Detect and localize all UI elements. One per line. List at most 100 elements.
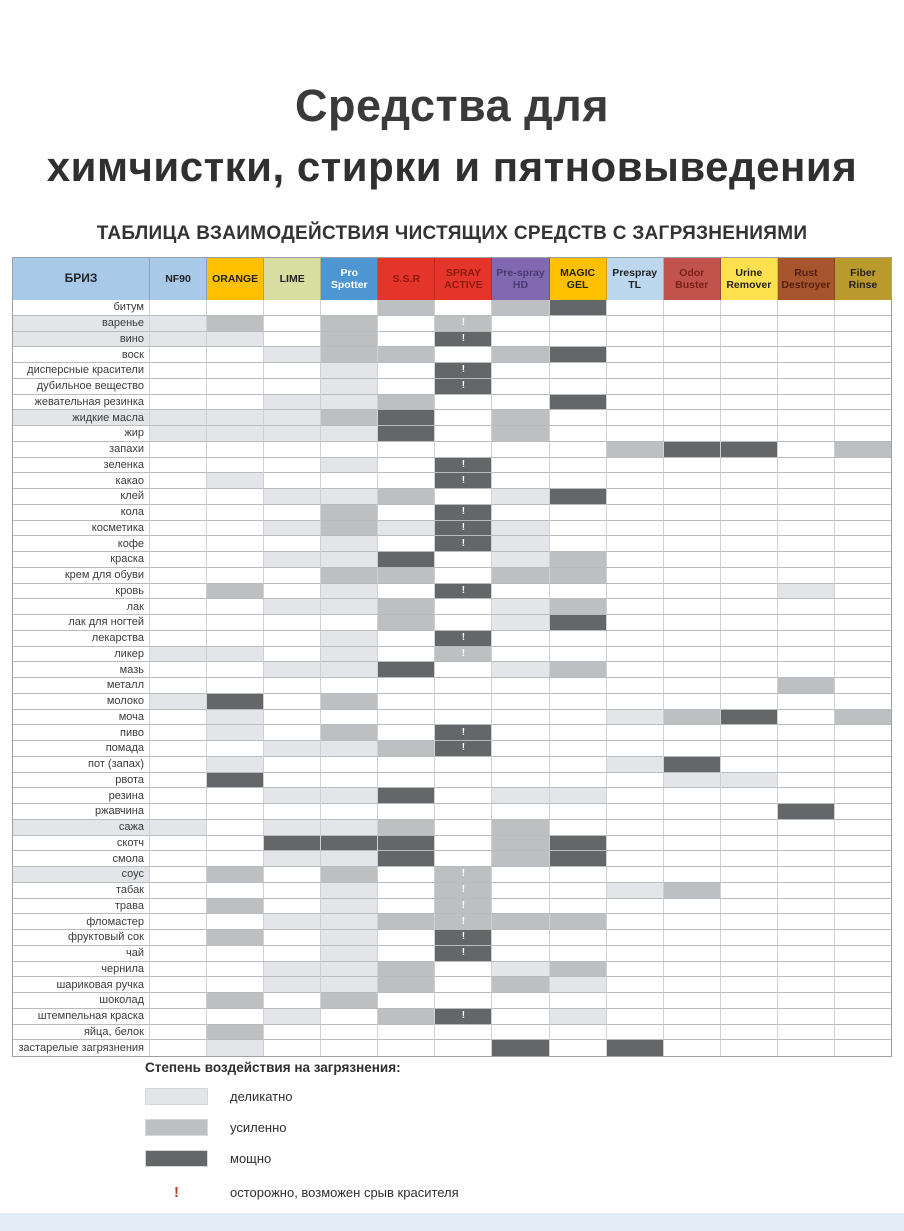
row-label: шариковая ручка: [13, 977, 150, 993]
table-row: зеленка!: [13, 457, 892, 474]
table-cell: [492, 646, 550, 663]
table-cell: [777, 363, 835, 379]
footer-accent-strip: [0, 1213, 904, 1231]
table-cell: [834, 772, 892, 789]
table-row: клей: [13, 489, 892, 505]
table-cell: [663, 504, 721, 521]
table-cell: [834, 867, 892, 883]
table-cell: [663, 693, 721, 710]
table-cell: [492, 473, 550, 489]
row-label: трава: [13, 898, 150, 915]
table-cell: [492, 804, 550, 820]
table-row: пот (запах): [13, 756, 892, 773]
table-cell: [549, 583, 607, 600]
dye-warning-mark: !: [461, 332, 466, 344]
dye-warning-mark: !: [461, 632, 466, 644]
table-cell: [777, 457, 835, 474]
table-cell: [378, 741, 436, 757]
table-cell: [378, 567, 436, 584]
table-cell: [435, 709, 493, 726]
table-cell: [720, 977, 778, 993]
table-cell: !: [435, 646, 493, 663]
table-cell: [435, 441, 493, 458]
table-cell: [606, 693, 664, 710]
table-cell: [321, 835, 379, 852]
table-cell: [207, 426, 265, 442]
warning-exclamation-icon: !: [174, 1184, 179, 1201]
table-cell: [207, 300, 265, 316]
table-cell: [207, 410, 265, 426]
table-cell: [435, 426, 493, 442]
table-cell: [606, 882, 664, 899]
table-cell: [549, 898, 607, 915]
dye-warning-mark: !: [461, 931, 466, 943]
table-cell: [720, 1024, 778, 1041]
table-cell: [777, 536, 835, 552]
table-cell: [321, 725, 379, 741]
table-cell: [720, 1040, 778, 1056]
table-cell: [663, 567, 721, 584]
table-row: мазь: [13, 662, 892, 678]
table-cell: [378, 867, 436, 883]
table-cell: [777, 615, 835, 631]
table-cell: [264, 867, 322, 883]
table-cell: [720, 851, 778, 867]
row-label: фломастер: [13, 914, 150, 930]
table-cell: [378, 630, 436, 647]
table-cell: [492, 772, 550, 789]
table-row: металл: [13, 678, 892, 694]
table-cell: [435, 788, 493, 804]
table-cell: [321, 756, 379, 773]
table-cell: [435, 567, 493, 584]
table-cell: [777, 914, 835, 930]
table-cell: [492, 504, 550, 521]
table-cell: [264, 552, 322, 568]
table-cell: [207, 898, 265, 915]
table-cell: [207, 693, 265, 710]
table-cell: [834, 410, 892, 426]
dye-warning-mark: !: [461, 584, 466, 596]
table-cell: [549, 693, 607, 710]
table-cell: [663, 851, 721, 867]
table-cell: [663, 804, 721, 820]
table-cell: [264, 1024, 322, 1041]
table-cell: [663, 473, 721, 489]
table-cell: [150, 410, 208, 426]
table-cell: [663, 930, 721, 946]
legend-warn-label: осторожно, возможен срыв красителя: [230, 1185, 459, 1200]
table-cell: [834, 725, 892, 741]
table-cell: [720, 693, 778, 710]
table-row: лак: [13, 599, 892, 615]
row-label: резина: [13, 788, 150, 804]
table-cell: [321, 709, 379, 726]
table-cell: [264, 583, 322, 600]
table-cell: [150, 363, 208, 379]
table-cell: [435, 1024, 493, 1041]
table-cell: [264, 725, 322, 741]
table-cell: [150, 993, 208, 1009]
table-row: пиво!: [13, 725, 892, 741]
table-cell: [492, 945, 550, 962]
table-cell: [777, 1024, 835, 1041]
table-cell: [720, 993, 778, 1009]
table-cell: [720, 583, 778, 600]
table-cell: [720, 457, 778, 474]
table-cell: [264, 520, 322, 537]
table-cell: [321, 646, 379, 663]
table-cell: [777, 583, 835, 600]
table-cell: [777, 725, 835, 741]
table-cell: [264, 693, 322, 710]
table-cell: [834, 882, 892, 899]
table-cell: [663, 1008, 721, 1025]
table-row: застарелые загрязнения: [13, 1040, 892, 1056]
table-row: жидкие масла: [13, 410, 892, 426]
table-cell: [720, 756, 778, 773]
table-row: моча: [13, 709, 892, 726]
table-cell: [321, 347, 379, 363]
table-cell: [663, 882, 721, 899]
table-cell: [207, 945, 265, 962]
table-row: краска: [13, 552, 892, 568]
table-cell: !: [435, 473, 493, 489]
table-cell: [549, 504, 607, 521]
table-cell: [663, 457, 721, 474]
